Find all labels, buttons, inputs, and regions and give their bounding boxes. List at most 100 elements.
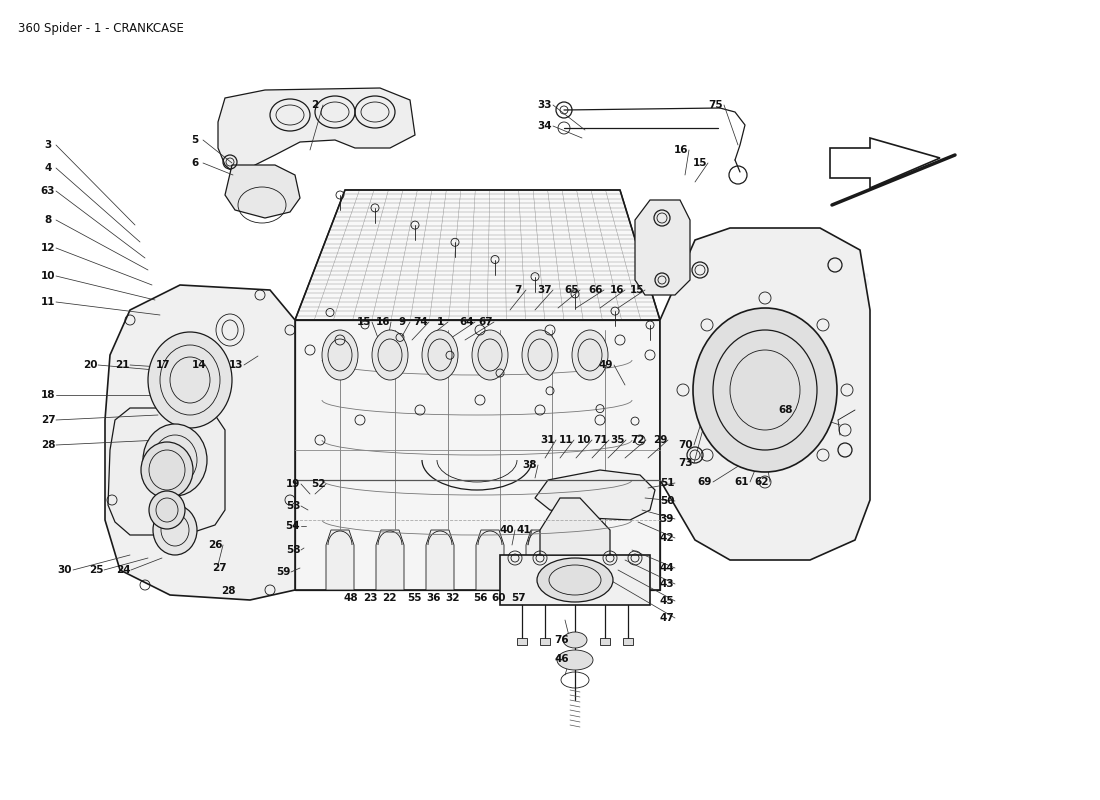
Text: 11: 11: [559, 435, 573, 445]
Polygon shape: [226, 165, 300, 218]
Text: 4: 4: [44, 163, 52, 173]
Text: 44: 44: [660, 563, 674, 573]
Ellipse shape: [472, 330, 508, 380]
Text: 41: 41: [517, 525, 531, 535]
Text: 43: 43: [660, 579, 674, 589]
Text: 72: 72: [630, 435, 646, 445]
Text: 40: 40: [499, 525, 515, 535]
Polygon shape: [535, 470, 654, 520]
Text: 69: 69: [697, 477, 712, 487]
Polygon shape: [635, 200, 690, 295]
Polygon shape: [540, 498, 611, 555]
Text: 15: 15: [629, 285, 645, 295]
Text: 23: 23: [363, 593, 377, 603]
Text: 27: 27: [211, 563, 227, 573]
Text: eurospares: eurospares: [163, 484, 321, 508]
Text: 13: 13: [229, 360, 243, 370]
Ellipse shape: [148, 332, 232, 428]
Ellipse shape: [322, 330, 358, 380]
Text: 16: 16: [609, 285, 625, 295]
Ellipse shape: [522, 330, 558, 380]
Text: 57: 57: [510, 593, 526, 603]
Text: 10: 10: [41, 271, 55, 281]
Polygon shape: [218, 88, 415, 178]
Text: 67: 67: [478, 317, 493, 327]
Text: 10: 10: [576, 435, 592, 445]
Text: 76: 76: [554, 635, 570, 645]
Text: 48: 48: [343, 593, 359, 603]
Text: 22: 22: [382, 593, 396, 603]
Text: 6: 6: [191, 158, 199, 168]
Text: 62: 62: [755, 477, 769, 487]
Text: 21: 21: [114, 360, 130, 370]
Text: 75: 75: [708, 100, 724, 110]
Text: 31: 31: [541, 435, 556, 445]
Text: 34: 34: [538, 121, 552, 131]
Text: 16: 16: [673, 145, 689, 155]
Text: 70: 70: [679, 440, 693, 450]
Polygon shape: [326, 530, 354, 590]
Text: 9: 9: [398, 317, 406, 327]
Ellipse shape: [563, 632, 587, 648]
Text: 14: 14: [191, 360, 207, 370]
Text: 12: 12: [41, 243, 55, 253]
Polygon shape: [517, 638, 527, 645]
Text: 20: 20: [82, 360, 97, 370]
Text: 1: 1: [437, 317, 443, 327]
Text: 55: 55: [407, 593, 421, 603]
Text: 45: 45: [660, 596, 674, 606]
Text: 52: 52: [310, 479, 326, 489]
Ellipse shape: [557, 650, 593, 670]
Text: 66: 66: [588, 285, 603, 295]
Text: 64: 64: [460, 317, 474, 327]
Text: 38: 38: [522, 460, 537, 470]
Text: 8: 8: [44, 215, 52, 225]
Text: 56: 56: [473, 593, 487, 603]
Text: 360 Spider - 1 - CRANKCASE: 360 Spider - 1 - CRANKCASE: [18, 22, 184, 35]
Text: 63: 63: [41, 186, 55, 196]
Polygon shape: [108, 408, 226, 535]
Text: 49: 49: [598, 360, 614, 370]
Text: 42: 42: [660, 533, 674, 543]
Text: 39: 39: [660, 514, 674, 524]
Text: 28: 28: [41, 440, 55, 450]
Polygon shape: [426, 530, 454, 590]
Ellipse shape: [148, 491, 185, 529]
Polygon shape: [476, 530, 504, 590]
Polygon shape: [540, 638, 550, 645]
Text: 17: 17: [156, 360, 170, 370]
Ellipse shape: [143, 424, 207, 496]
Text: 71: 71: [594, 435, 608, 445]
Text: 3: 3: [44, 140, 52, 150]
Ellipse shape: [372, 330, 408, 380]
Text: 5: 5: [191, 135, 199, 145]
Text: 16: 16: [376, 317, 390, 327]
Text: 2: 2: [311, 100, 319, 110]
Ellipse shape: [141, 442, 192, 498]
Text: 58: 58: [286, 545, 300, 555]
Polygon shape: [376, 530, 404, 590]
Ellipse shape: [537, 558, 613, 602]
Polygon shape: [104, 285, 295, 600]
Polygon shape: [830, 138, 940, 188]
Text: 68: 68: [779, 405, 793, 415]
Text: 7: 7: [515, 285, 521, 295]
Text: 28: 28: [221, 586, 235, 596]
Ellipse shape: [693, 308, 837, 472]
Polygon shape: [295, 190, 660, 320]
Text: 61: 61: [735, 477, 749, 487]
Polygon shape: [526, 530, 554, 590]
Polygon shape: [600, 638, 610, 645]
Text: 51: 51: [660, 478, 674, 488]
Text: 25: 25: [89, 565, 103, 575]
Text: 59: 59: [276, 567, 290, 577]
Text: 26: 26: [208, 540, 222, 550]
Text: 24: 24: [116, 565, 130, 575]
Polygon shape: [500, 555, 650, 605]
Text: 11: 11: [41, 297, 55, 307]
Text: 60: 60: [492, 593, 506, 603]
Text: 54: 54: [286, 521, 300, 531]
Text: 65: 65: [564, 285, 580, 295]
Text: 18: 18: [41, 390, 55, 400]
Text: 74: 74: [414, 317, 428, 327]
